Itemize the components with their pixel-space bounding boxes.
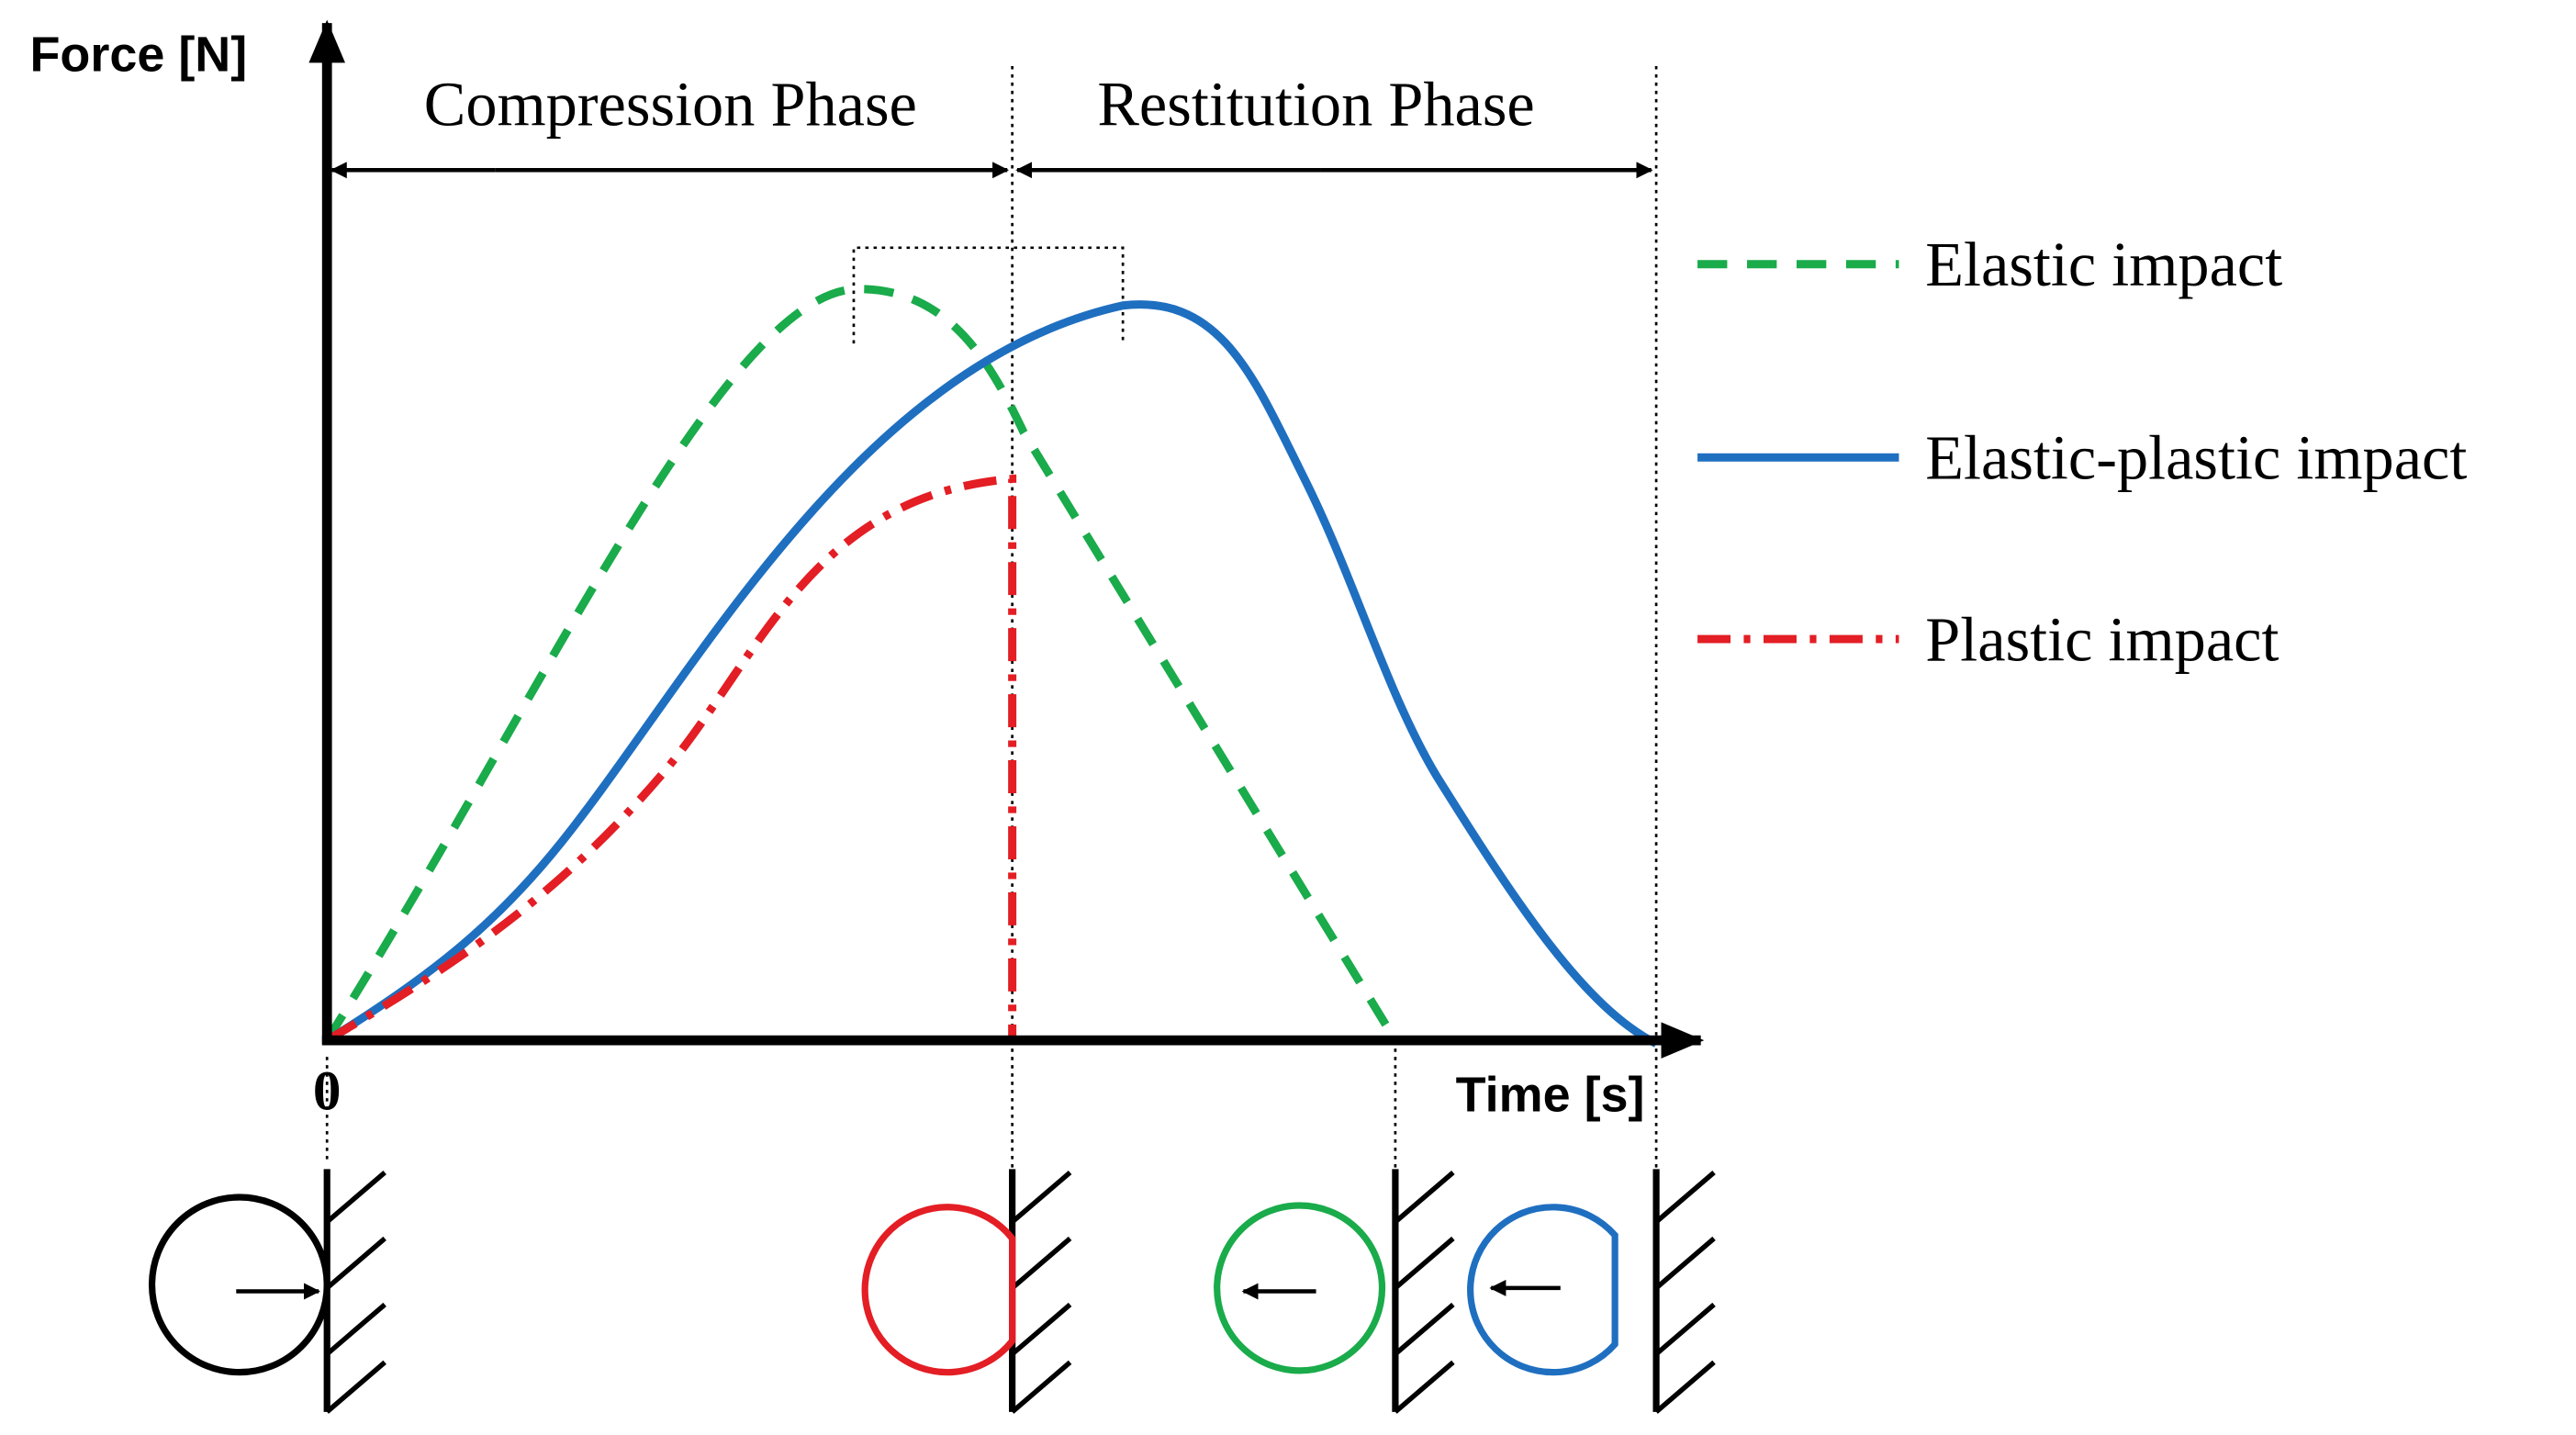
elastic-curve xyxy=(323,285,1399,1043)
balls xyxy=(148,1194,1618,1376)
legend: Elastic impact Elastic-plastic impact Pl… xyxy=(1697,230,2467,674)
legend-label: Elastic-plastic impact xyxy=(1925,423,2467,493)
legend-label: Plastic impact xyxy=(1925,604,2279,674)
x-axis-label: Time [s] xyxy=(1456,1067,1645,1122)
phase-label: Compression Phase xyxy=(424,70,917,140)
y-axis-label: Force [N] xyxy=(29,27,247,82)
walls xyxy=(323,1169,1714,1411)
elastic-plastic-curve xyxy=(324,300,1659,1048)
guides xyxy=(325,65,1658,1412)
origin-label: 0 xyxy=(313,1061,342,1123)
legend-label: Elastic impact xyxy=(1925,230,2282,299)
plastic-curve xyxy=(324,474,1017,1045)
phase-label: Restitution Phase xyxy=(1097,70,1534,140)
